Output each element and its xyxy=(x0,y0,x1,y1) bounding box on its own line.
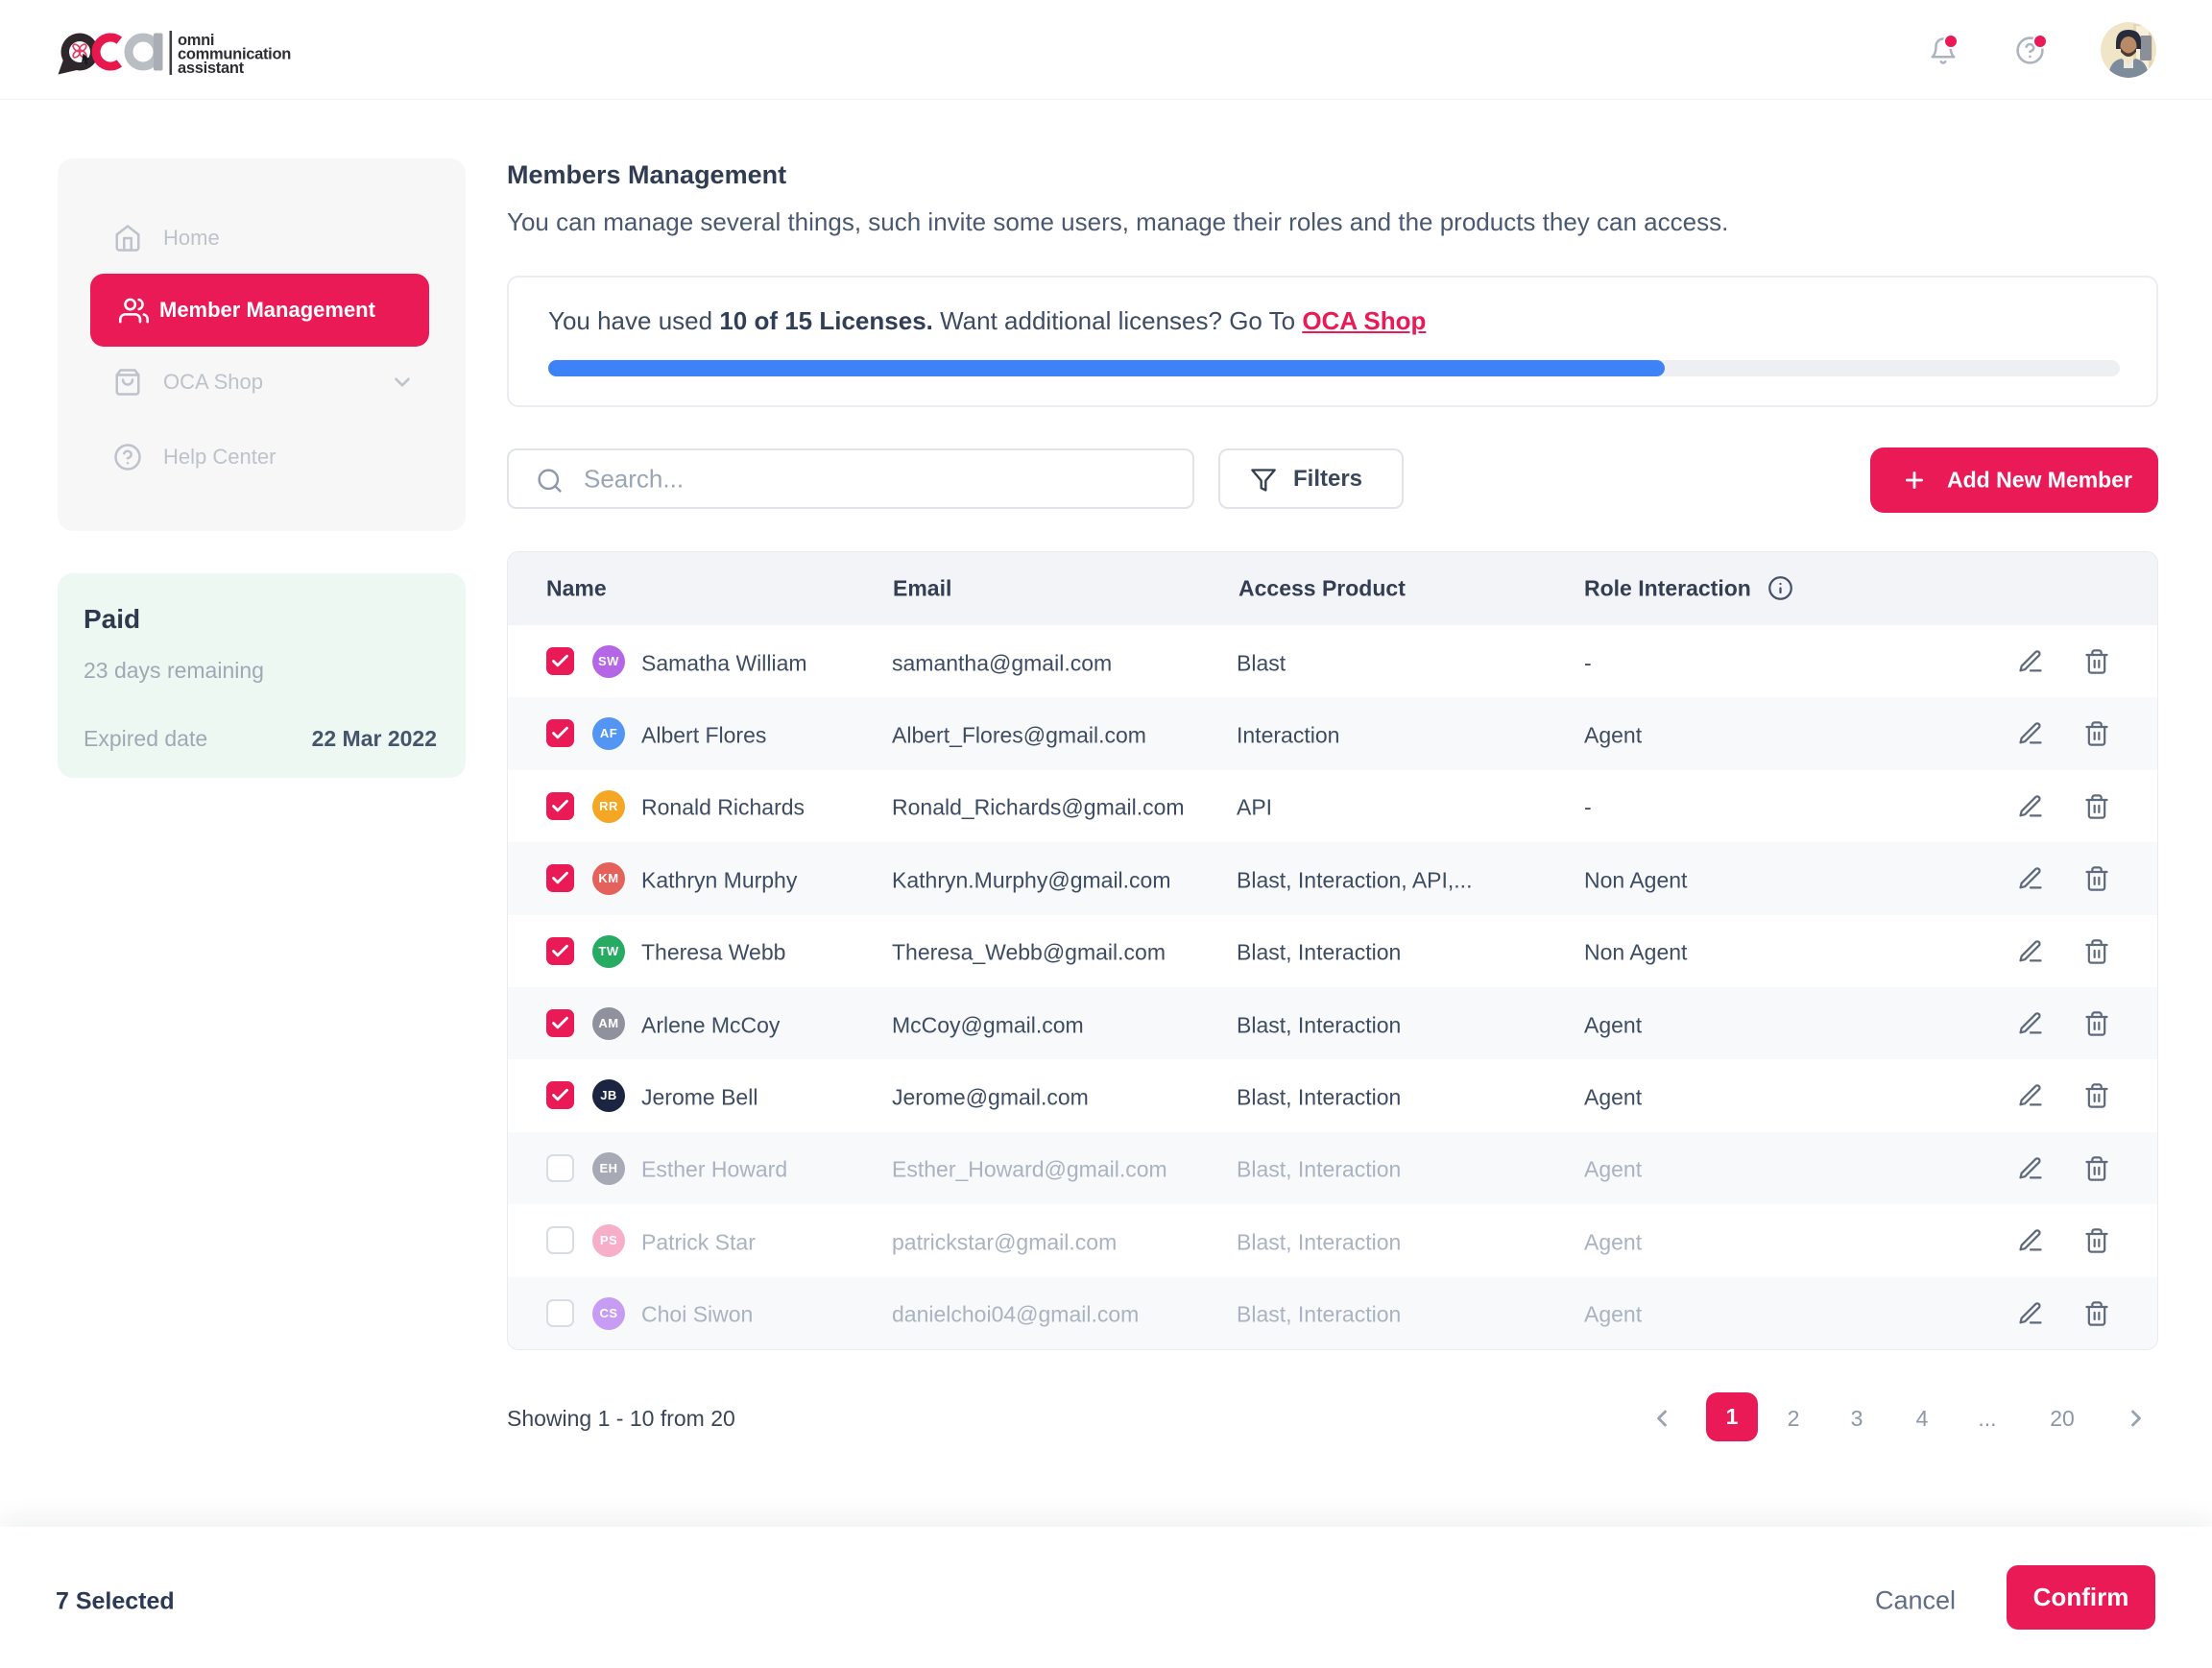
svg-text:omni: omni xyxy=(178,32,214,49)
svg-text:communication: communication xyxy=(178,46,291,63)
svg-text:assistant: assistant xyxy=(178,60,245,75)
